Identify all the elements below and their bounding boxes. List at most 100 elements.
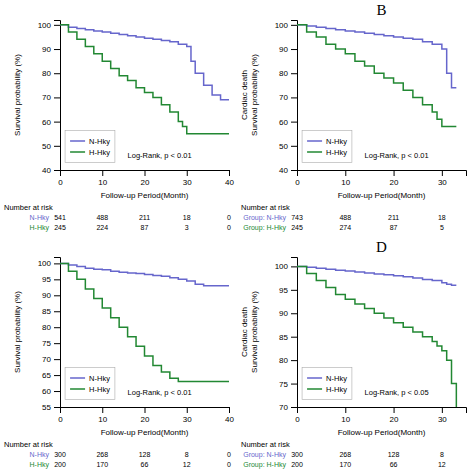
y-tick-mark <box>291 73 297 74</box>
x-tick: 30 <box>183 407 192 424</box>
plot-area: 0102030405060708090100Follow-up Period(M… <box>240 21 467 233</box>
y-tick-label: 80 <box>42 69 51 78</box>
x-tick-label: 30 <box>438 415 447 424</box>
x-axis-line <box>61 408 230 414</box>
at-risk-count: 743 <box>291 214 303 221</box>
x-tick: 40 <box>225 170 234 187</box>
x-tick: 0 <box>295 407 300 424</box>
panel: 0102030707580859095100Follow-up Period(M… <box>240 239 467 469</box>
y-tick: 95 <box>42 275 60 284</box>
at-risk-row-label: Group: N-Hky <box>243 214 286 222</box>
y-tick-mark <box>54 391 60 392</box>
at-risk-row-label: H-Hky <box>30 224 50 232</box>
legend-item: N-Hky <box>307 137 347 146</box>
y-tick-mark <box>291 49 297 50</box>
x-tick-label: 10 <box>98 178 107 187</box>
y-tick-mark <box>291 266 297 267</box>
x-tick: 20 <box>390 407 399 424</box>
y-tick: 40 <box>42 166 60 175</box>
at-risk-table: Number at risk N-Hky541488211180 H-Hky24… <box>4 203 231 232</box>
y-tick: 75 <box>42 339 60 348</box>
legend: N-HkyH-Hky <box>65 368 115 400</box>
x-axis: 010203040 <box>58 407 234 424</box>
at-risk-count: 8 <box>440 451 444 458</box>
y-tick-label: 75 <box>279 380 288 389</box>
y-axis-label-line: Survival probability (%) <box>13 54 22 136</box>
y-tick-mark <box>291 290 297 291</box>
y-axis-label-line: Survival probability (%) <box>250 291 259 373</box>
x-tick: 0 <box>295 170 300 187</box>
at-risk-table: Number at riskGroup: N-Hky74348821118Gro… <box>241 203 446 232</box>
y-tick-mark <box>291 360 297 361</box>
legend-label: H-Hky <box>326 385 347 394</box>
x-tick-mark <box>394 407 395 413</box>
legend-swatch <box>307 388 322 390</box>
y-tick-label: 60 <box>279 118 288 127</box>
at-risk-count: 18 <box>438 214 446 221</box>
x-tick-label: 20 <box>390 415 399 424</box>
y-tick-mark <box>291 337 297 338</box>
survival-curve <box>297 25 456 127</box>
x-tick-mark <box>229 407 230 413</box>
at-risk-count: 488 <box>339 214 351 221</box>
at-risk-row-label: N-Hky <box>30 214 50 222</box>
x-tick-mark <box>229 170 230 176</box>
x-tick-mark <box>187 407 188 413</box>
y-tick: 55 <box>42 403 60 412</box>
y-tick-mark <box>291 313 297 314</box>
y-tick: 90 <box>279 309 297 318</box>
y-axis-line <box>291 258 298 408</box>
x-axis-line <box>298 171 467 177</box>
y-tick-label: 100 <box>275 262 289 271</box>
y-tick-mark <box>54 97 60 98</box>
legend-swatch <box>307 377 322 379</box>
at-risk-title: Number at risk <box>241 203 290 212</box>
y-tick-mark <box>291 97 297 98</box>
x-tick-label: 30 <box>183 178 192 187</box>
y-tick-label: 70 <box>42 93 51 102</box>
x-tick-label: 20 <box>141 178 150 187</box>
y-tick-label: 90 <box>42 291 51 300</box>
y-tick: 70 <box>42 93 60 102</box>
y-tick-mark <box>54 146 60 147</box>
y-tick: 85 <box>42 307 60 316</box>
at-risk-row-label: Group: H-Hky <box>243 461 286 469</box>
legend: N-HkyH-Hky <box>65 131 115 163</box>
survival-curve <box>60 263 229 381</box>
y-tick: 100 <box>38 259 60 268</box>
y-tick-mark <box>291 146 297 147</box>
x-tick: 30 <box>438 170 447 187</box>
x-tick-mark <box>394 170 395 176</box>
y-tick-label: 100 <box>38 259 52 268</box>
y-tick-mark <box>54 25 60 26</box>
y-axis-label-line: Cardiac death <box>240 70 249 120</box>
at-risk-count: 18 <box>183 214 191 221</box>
y-tick-label: 70 <box>279 93 288 102</box>
y-tick-label: 90 <box>279 45 288 54</box>
y-tick-mark <box>54 122 60 123</box>
at-risk-count: 541 <box>54 214 66 221</box>
at-risk-count: 0 <box>227 451 231 458</box>
legend-item: H-Hky <box>307 148 347 157</box>
y-tick-label: 40 <box>42 166 51 175</box>
x-axis-label: Follow-up Period(Month) <box>101 191 189 200</box>
x-tick-label: 20 <box>141 415 150 424</box>
x-tick-mark <box>145 170 146 176</box>
curves <box>297 266 456 407</box>
y-tick-label: 90 <box>42 45 51 54</box>
x-tick-label: 20 <box>390 178 399 187</box>
legend-label: N-Hky <box>326 137 347 146</box>
at-risk-count: 5 <box>440 224 444 231</box>
survival-curve <box>297 266 456 407</box>
y-tick: 70 <box>279 403 297 412</box>
y-tick-label: 75 <box>42 339 51 348</box>
y-tick: 80 <box>42 69 60 78</box>
at-risk-count: 8 <box>185 451 189 458</box>
at-risk-count: 66 <box>390 461 398 468</box>
x-tick-label: 40 <box>225 415 234 424</box>
x-tick-mark <box>442 170 443 176</box>
x-tick-mark <box>345 170 346 176</box>
at-risk-count: 170 <box>339 461 351 468</box>
y-tick-label: 80 <box>42 323 51 332</box>
y-axis-label: Cardiac deathSurvival probability (%) <box>240 291 259 373</box>
